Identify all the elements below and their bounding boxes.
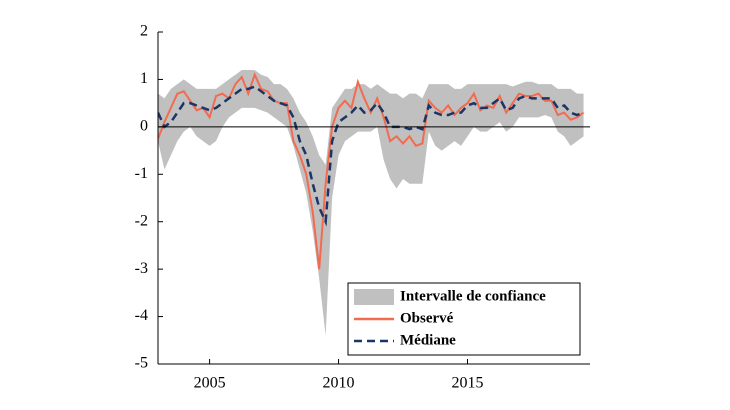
legend-label: Médiane bbox=[400, 332, 456, 348]
x-tick-label: 2010 bbox=[323, 375, 355, 392]
legend-swatch bbox=[354, 289, 394, 305]
legend-label: Intervalle de confiance bbox=[400, 288, 546, 304]
y-tick-label: 2 bbox=[140, 23, 148, 40]
y-tick-label: -3 bbox=[135, 260, 148, 277]
legend-label: Observé bbox=[400, 310, 454, 326]
y-tick-label: 0 bbox=[140, 118, 148, 135]
x-tick-label: 2015 bbox=[451, 375, 483, 392]
y-tick-label: -2 bbox=[135, 212, 148, 229]
y-tick-label: 1 bbox=[140, 70, 148, 87]
y-tick-label: -1 bbox=[135, 165, 148, 182]
x-tick-label: 2005 bbox=[194, 375, 226, 392]
y-tick-label: -4 bbox=[135, 307, 148, 324]
plot-area bbox=[158, 69, 585, 336]
series-line bbox=[158, 85, 584, 227]
y-tick-label: -5 bbox=[135, 355, 148, 372]
